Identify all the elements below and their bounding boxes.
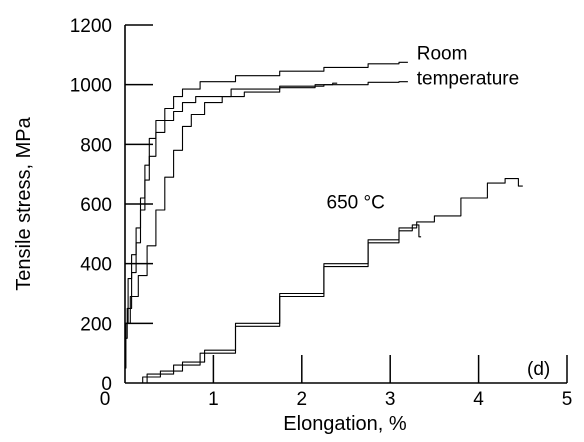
x-tick-label: 4 <box>473 389 484 410</box>
series-line-1 <box>125 61 408 369</box>
ticks-layer: 0 200 400 600 800 1000 1200 0 1 2 3 4 5 <box>70 16 573 410</box>
annotation-1: Room <box>417 43 468 64</box>
text-layer: Elongation, % Tensile stress, MPa (d) Ro… <box>13 43 550 435</box>
annotation-2: temperature <box>417 69 519 90</box>
series-line-5 <box>133 224 422 384</box>
series-line-3 <box>126 82 338 324</box>
panel-label: (d) <box>527 359 550 380</box>
y-axis-title: Tensile stress, MPa <box>13 116 35 290</box>
x-tick-label: 2 <box>297 389 308 410</box>
annotation-3: 650 °C <box>327 192 385 213</box>
y-tick-label: 800 <box>80 135 112 156</box>
series-line-2 <box>125 81 408 339</box>
y-tick-label: 1200 <box>70 16 112 37</box>
y-tick-label: 400 <box>80 255 112 276</box>
y-tick-label: 600 <box>80 195 112 216</box>
x-axis-title: Elongation, % <box>283 413 407 435</box>
x-tick-label: 0 <box>100 389 111 410</box>
x-tick-label: 1 <box>208 389 219 410</box>
x-tick-label: 5 <box>562 389 573 410</box>
y-tick-label: 0 <box>101 374 112 395</box>
x-tick-label: 3 <box>385 389 396 410</box>
y-tick-label: 200 <box>80 314 112 335</box>
series-layer <box>125 61 523 384</box>
y-tick-label: 1000 <box>70 76 112 97</box>
